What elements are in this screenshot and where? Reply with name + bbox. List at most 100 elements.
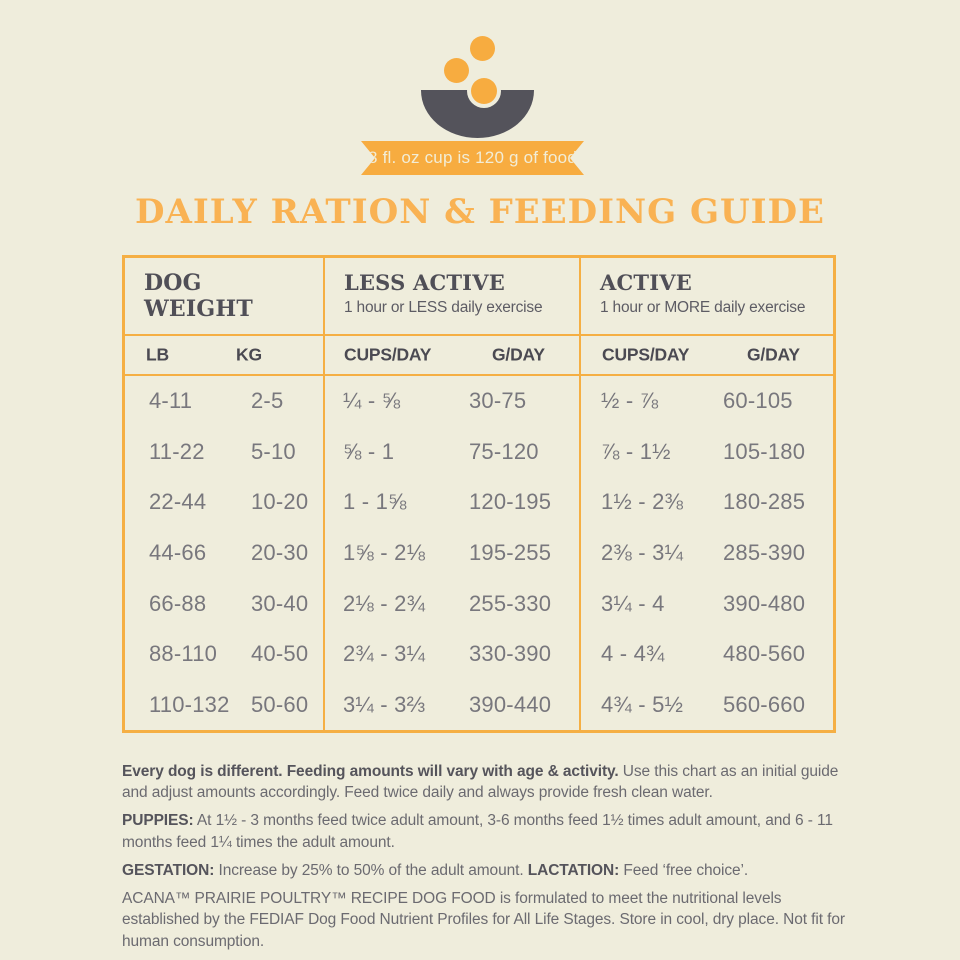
footnote-puppies-label: PUPPIES: (122, 812, 194, 830)
lb-range: 44-66 (149, 540, 207, 566)
footnote-gestation-label: GESTATION: (122, 861, 215, 879)
table-row: 22-44 10-20 1 - 1⅝ 120-195 1½ - 2⅜ 180-2… (125, 477, 833, 528)
footnote-general: Every dog is different. Feeding amounts … (122, 761, 848, 803)
cups-range: 2⅛ - 2¾ (343, 590, 426, 616)
kibble-dot-icon (444, 58, 469, 83)
active-cell: ⅞ - 1½ 105-180 (579, 426, 833, 478)
col-header-g-day: G/DAY (747, 344, 800, 365)
less-active-cell: ¼ - ⅝ 30-75 (323, 376, 579, 427)
grams-range: 30-75 (469, 388, 527, 414)
cups-range: 1 - 1⅝ (343, 489, 407, 515)
table-row: 88-110 40-50 2¾ - 3¼ 330-390 4 - 4¾ 480-… (125, 628, 833, 680)
less-active-cell: 1 - 1⅝ 120-195 (323, 477, 579, 528)
cups-range: 2¾ - 3¼ (343, 641, 426, 667)
footnote-gestation-body: Increase by 25% to 50% of the adult amou… (214, 861, 528, 879)
grams-range: 105-180 (723, 438, 806, 464)
footnote-gestation-lactation: GESTATION: Increase by 25% to 50% of the… (122, 860, 848, 881)
grams-range: 255-330 (469, 590, 552, 616)
cups-range: ½ - ⅞ (601, 388, 659, 414)
active-cell: 4 - 4¾ 480-560 (579, 628, 833, 680)
footnote-general-body: Use this chart as an initial guide and a… (122, 763, 839, 802)
footnote-general-lead: Every dog is different. Feeding amounts … (122, 763, 619, 780)
less-active-cell: 2¾ - 3¼ 330-390 (323, 628, 579, 680)
weight-cell: 110-132 50-60 (125, 679, 323, 730)
cup-measure-ribbon: 8 fl. oz cup is 120 g of food (361, 141, 584, 175)
table-group-header-row: DOG WEIGHT LESS ACTIVE 1 hour or LESS da… (125, 258, 833, 334)
grams-range: 195-255 (469, 540, 552, 566)
page-title: DAILY RATION & FEEDING GUIDE (135, 192, 825, 232)
grams-range: 60-105 (723, 388, 793, 414)
weight-cell: 4-11 2-5 (125, 376, 323, 427)
cups-range: 1⅝ - 2⅛ (343, 540, 426, 566)
less-active-cell: 3¼ - 3⅔ 390-440 (323, 679, 579, 731)
footnote-brand: ACANA™ PRAIRIE POULTRY™ RECIPE DOG FOOD … (122, 890, 845, 950)
header-dog-weight: DOG WEIGHT (125, 258, 323, 334)
feeding-guide-table: DOG WEIGHT LESS ACTIVE 1 hour or LESS da… (122, 255, 836, 733)
cups-range: 4¾ - 5½ (601, 691, 684, 717)
table-row: 11-22 5-10 ⅝ - 1 75-120 ⅞ - 1½ 105-180 (125, 426, 833, 478)
kg-range: 10-20 (251, 489, 309, 515)
cup-measure-text: 8 fl. oz cup is 120 g of food (368, 148, 577, 167)
lb-range: 22-44 (149, 489, 207, 515)
table-row: 4-11 2-5 ¼ - ⅝ 30-75 ½ - ⅞ 60-105 (125, 376, 833, 427)
grams-range: 75-120 (469, 438, 539, 464)
lb-range: 110-132 (149, 691, 230, 717)
kg-range: 20-30 (251, 540, 309, 566)
lb-range: 11-22 (149, 438, 205, 464)
kg-range: 5-10 (251, 438, 296, 464)
group-title: LESS ACTIVE (344, 270, 505, 295)
table-row: 110-132 50-60 3¼ - 3⅔ 390-440 4¾ - 5½ 56… (125, 679, 833, 731)
cups-range: ⅞ - 1½ (601, 438, 671, 464)
cups-range: 3¼ - 3⅔ (343, 691, 426, 717)
lb-range: 66-88 (149, 590, 207, 616)
weight-cell: 88-110 40-50 (125, 629, 323, 680)
col-header-kg: KG (236, 344, 262, 365)
grams-range: 120-195 (469, 489, 552, 515)
grams-range: 390-440 (469, 691, 552, 717)
active-cell: 2⅜ - 3¼ 285-390 (579, 527, 833, 579)
kibble-dot-icon (470, 36, 495, 61)
cups-range: 2⅜ - 3¼ (601, 540, 684, 566)
less-active-cell: 1⅝ - 2⅛ 195-255 (323, 527, 579, 579)
cups-range: ¼ - ⅝ (343, 388, 401, 414)
grams-range: 560-660 (723, 691, 806, 717)
grams-range: 285-390 (723, 540, 806, 566)
dog-bowl-graphic: 8 fl. oz cup is 120 g of food (0, 0, 960, 185)
active-cell: 3¼ - 4 390-480 (579, 578, 833, 629)
group-title: DOG WEIGHT (144, 270, 253, 323)
table-row: 66-88 30-40 2⅛ - 2¾ 255-330 3¼ - 4 390-4… (125, 578, 833, 629)
footnote-lactation-label: LACTATION: (527, 861, 620, 879)
weight-cell: 44-66 20-30 (125, 528, 323, 579)
group-subtitle: 1 hour or LESS daily exercise (344, 299, 543, 317)
col-header-g-day: G/DAY (492, 344, 545, 365)
less-active-cell: ⅝ - 1 75-120 (323, 426, 579, 478)
footnote-lactation-body: Feed ‘free choice’. (619, 861, 749, 879)
header-active: ACTIVE 1 hour or MORE daily exercise (579, 258, 833, 334)
group-title: ACTIVE (600, 270, 692, 295)
unit-header-active: CUPS/DAY G/DAY (579, 336, 833, 374)
cups-range: ⅝ - 1 (343, 438, 395, 464)
active-cell: 1½ - 2⅜ 180-285 (579, 477, 833, 528)
cups-range: 4 - 4¾ (601, 641, 665, 667)
unit-header-weight: LB KG (125, 336, 323, 374)
grams-range: 330-390 (469, 641, 552, 667)
kg-range: 2-5 (251, 388, 284, 414)
active-cell: ½ - ⅞ 60-105 (579, 376, 833, 427)
table-row: 44-66 20-30 1⅝ - 2⅛ 195-255 2⅜ - 3¼ 285-… (125, 527, 833, 579)
header-less-active: LESS ACTIVE 1 hour or LESS daily exercis… (323, 258, 579, 334)
grams-range: 180-285 (723, 489, 806, 515)
less-active-cell: 2⅛ - 2¾ 255-330 (323, 578, 579, 629)
col-header-lb: LB (146, 344, 169, 365)
lb-range: 4-11 (149, 388, 193, 414)
col-header-cups-day: CUPS/DAY (344, 344, 432, 365)
weight-cell: 11-22 5-10 (125, 427, 323, 478)
group-subtitle: 1 hour or MORE daily exercise (600, 299, 806, 317)
cups-range: 1½ - 2⅜ (601, 489, 684, 515)
weight-cell: 22-44 10-20 (125, 477, 323, 528)
footnote-puppies: PUPPIES: At 1½ - 3 months feed twice adu… (122, 810, 848, 852)
kg-range: 30-40 (251, 590, 309, 616)
kibble-dot-icon (471, 78, 497, 104)
kg-range: 50-60 (251, 691, 309, 717)
footnote-puppies-body: At 1½ - 3 months feed twice adult amount… (122, 812, 833, 851)
